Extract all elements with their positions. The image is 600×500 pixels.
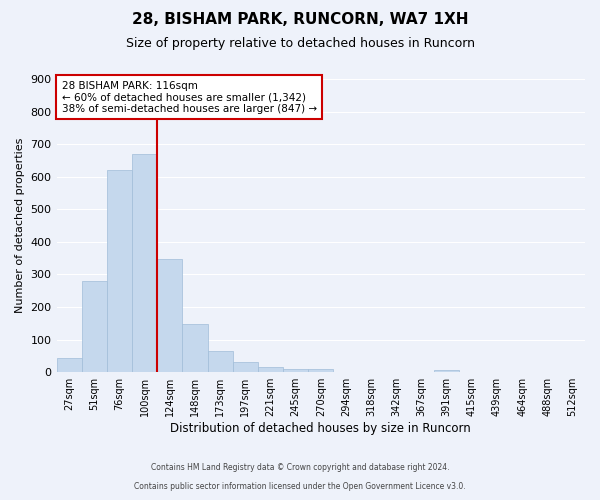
Bar	[308, 369, 334, 372]
Bar	[283, 369, 308, 372]
Text: Contains HM Land Registry data © Crown copyright and database right 2024.: Contains HM Land Registry data © Crown c…	[151, 464, 449, 472]
Text: 28 BISHAM PARK: 116sqm
← 60% of detached houses are smaller (1,342)
38% of semi-: 28 BISHAM PARK: 116sqm ← 60% of detached…	[62, 80, 317, 114]
Y-axis label: Number of detached properties: Number of detached properties	[15, 138, 25, 314]
Bar	[233, 362, 258, 372]
Bar	[208, 351, 233, 372]
Bar	[182, 324, 208, 372]
Text: Size of property relative to detached houses in Runcorn: Size of property relative to detached ho…	[125, 38, 475, 51]
Text: 28, BISHAM PARK, RUNCORN, WA7 1XH: 28, BISHAM PARK, RUNCORN, WA7 1XH	[132, 12, 468, 28]
Bar	[107, 170, 132, 372]
Bar	[434, 370, 459, 372]
Text: Contains public sector information licensed under the Open Government Licence v3: Contains public sector information licen…	[134, 482, 466, 491]
Bar	[82, 281, 107, 372]
Bar	[157, 259, 182, 372]
Bar	[132, 154, 157, 372]
Bar	[56, 358, 82, 372]
X-axis label: Distribution of detached houses by size in Runcorn: Distribution of detached houses by size …	[170, 422, 471, 435]
Bar	[258, 368, 283, 372]
